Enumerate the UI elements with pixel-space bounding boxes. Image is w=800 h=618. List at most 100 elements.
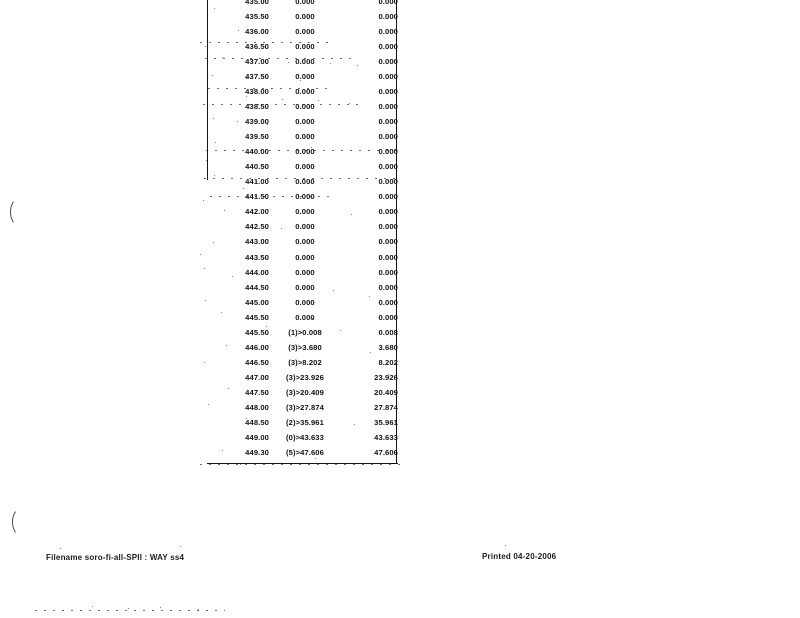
scan-speck [180, 546, 182, 548]
cell-value: 0.000 [378, 177, 398, 187]
table-row: 435.00 0.000 0.000 [207, 0, 398, 9]
cell-reading: (3)>8.202 [288, 357, 322, 367]
table-row: 440.50 0.000 0.000 [207, 160, 398, 175]
cell-reading: 0.000 [295, 237, 315, 247]
cell-value: 27.874 [374, 402, 398, 412]
cell-value: 0.000 [378, 147, 398, 157]
table-row: 446.00 (3)>3.680 3.680 [207, 340, 398, 355]
cell-value: 0.000 [378, 102, 398, 112]
cell-value: 0.008 [378, 327, 398, 337]
cell-depth: 435.50 [245, 11, 269, 21]
cell-reading: 0.000 [295, 132, 315, 142]
cell-reading: 0.000 [295, 117, 315, 127]
table-row: 445.00 0.000 0.000 [207, 295, 398, 310]
cell-depth: 440.50 [245, 162, 269, 172]
cell-reading: (3)>27.874 [286, 402, 324, 412]
scan-speck [198, 609, 200, 611]
cell-depth: 436.50 [245, 41, 269, 51]
cell-value: 47.606 [374, 448, 398, 458]
table-row: 438.50 0.000 0.000 [207, 99, 398, 114]
cell-reading: (3)>20.409 [286, 387, 324, 397]
cell-depth: 436.00 [245, 26, 269, 36]
cell-depth: 440.00 [245, 147, 269, 157]
cell-reading: 0.000 [295, 41, 315, 51]
cell-reading: 0.000 [295, 282, 315, 292]
cell-depth: 449.00 [245, 433, 269, 443]
table-row: 445.50 0.000 0.000 [207, 310, 398, 325]
table-left-border [207, 0, 209, 180]
cell-reading: (0)>43.633 [286, 433, 324, 443]
footer-printed-date: Printed 04-20-2006 [482, 552, 557, 561]
table-row: 436.00 0.000 0.000 [207, 24, 398, 39]
cell-value: 35.961 [374, 418, 398, 428]
measurements-table-body: 435.00 0.000 0.000 435.50 0.000 0.000 436.00 0.… [207, 0, 398, 460]
scan-speck [92, 606, 94, 608]
cell-reading: 0.000 [295, 297, 315, 307]
scan-speck [160, 607, 162, 609]
table-row: 435.50 0.000 0.000 [207, 9, 398, 24]
cell-value: 43.633 [374, 433, 398, 443]
cell-depth: 447.00 [245, 372, 269, 382]
table-row: 442.00 0.000 0.000 [207, 205, 398, 220]
scan-speck [200, 254, 202, 256]
cell-reading: 0.000 [295, 11, 315, 21]
cell-reading: 0.000 [295, 177, 315, 187]
cell-value: 20.409 [374, 387, 398, 397]
scan-speck [505, 545, 507, 547]
cell-depth: 448.50 [245, 418, 269, 428]
cell-value: 0.000 [378, 282, 398, 292]
table-row: 438.00 0.000 0.000 [207, 84, 398, 99]
cell-depth: 445.00 [245, 297, 269, 307]
scan-artifact-arc-upper [10, 198, 28, 226]
cell-reading: 0.000 [295, 56, 315, 66]
table-row: 439.50 0.000 0.000 [207, 129, 398, 144]
cell-depth: 438.50 [245, 102, 269, 112]
table-row: 444.00 0.000 0.000 [207, 265, 398, 280]
cell-reading: 0.000 [295, 0, 315, 6]
cell-depth: 442.00 [245, 207, 269, 217]
cell-value: 0.000 [378, 222, 398, 232]
cell-depth: 437.50 [245, 71, 269, 81]
table-row: 447.00 (3)>23.926 23.926 [207, 370, 398, 385]
table-row: 442.50 0.000 0.000 [207, 220, 398, 235]
table-row: 436.50 0.000 0.000 [207, 39, 398, 54]
cell-depth: 444.50 [245, 282, 269, 292]
cell-reading: 0.000 [295, 312, 315, 322]
table-bottom-border [207, 463, 398, 465]
table-row: 445.50 (1)>0.008 0.008 [207, 325, 398, 340]
cell-depth: 439.00 [245, 117, 269, 127]
table-row: 449.00 (0)>43.633 43.633 [207, 430, 398, 445]
cell-depth: 442.50 [245, 222, 269, 232]
table-row: 448.50 (2)>35.961 35.961 [207, 415, 398, 430]
cell-value: 0.000 [378, 162, 398, 172]
cell-reading: (3)>3.680 [288, 342, 322, 352]
cell-reading: 0.000 [295, 102, 315, 112]
cell-depth: 437.00 [245, 56, 269, 66]
table-row: 441.50 0.000 0.000 [207, 190, 398, 205]
cell-reading: 0.000 [295, 252, 315, 262]
cell-value: 0.000 [378, 237, 398, 247]
table-row: 437.50 0.000 0.000 [207, 69, 398, 84]
table-row: 448.00 (3)>27.874 27.874 [207, 400, 398, 415]
table-row: 443.00 0.000 0.000 [207, 235, 398, 250]
cell-depth: 435.00 [245, 0, 269, 6]
cell-reading: (5)>47.606 [286, 448, 324, 458]
cell-reading: (3)>23.926 [286, 372, 324, 382]
cell-value: 0.000 [378, 267, 398, 277]
cell-depth: 445.50 [245, 312, 269, 322]
table-row: 439.00 0.000 0.000 [207, 114, 398, 129]
table-row: 437.00 0.000 0.000 [207, 54, 398, 69]
cell-reading: 0.000 [295, 87, 315, 96]
cell-reading: 0.000 [295, 71, 315, 81]
table-row: 441.00 0.000 0.000 [207, 175, 398, 190]
scan-speck [128, 608, 130, 610]
cell-depth: 441.00 [245, 177, 269, 187]
cell-value: 0.000 [378, 312, 398, 322]
table-row: 447.50 (3)>20.409 20.409 [207, 385, 398, 400]
cell-reading: 0.000 [295, 26, 315, 36]
cell-depth: 445.50 [245, 327, 269, 337]
cell-value: 3.680 [378, 342, 398, 352]
cell-value: 0.000 [378, 26, 398, 36]
cell-reading: 0.000 [295, 267, 315, 277]
